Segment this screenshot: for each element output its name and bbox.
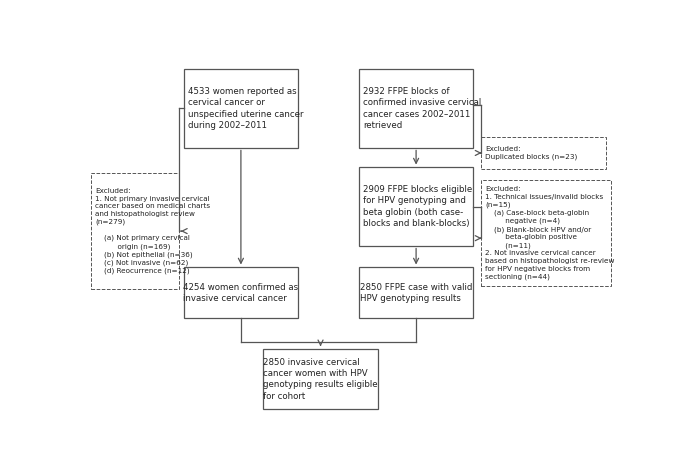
FancyBboxPatch shape xyxy=(359,268,473,318)
Text: 2909 FFPE blocks eligible
for HPV genotyping and
beta globin (both case-
blocks : 2909 FFPE blocks eligible for HPV genoty… xyxy=(363,185,473,228)
Text: 4533 women reported as
cervical cancer or
unspecified uterine cancer
during 2002: 4533 women reported as cervical cancer o… xyxy=(188,87,303,130)
Text: 4254 women confirmed as
invasive cervical cancer: 4254 women confirmed as invasive cervica… xyxy=(184,283,299,303)
FancyBboxPatch shape xyxy=(184,69,298,147)
FancyBboxPatch shape xyxy=(359,168,473,245)
FancyBboxPatch shape xyxy=(184,268,298,318)
FancyBboxPatch shape xyxy=(359,69,473,147)
Text: 2850 invasive cervical
cancer women with HPV
genotyping results eligible
for coh: 2850 invasive cervical cancer women with… xyxy=(263,357,378,401)
FancyBboxPatch shape xyxy=(91,173,179,289)
Text: 2850 FFPE case with valid
HPV genotyping results: 2850 FFPE case with valid HPV genotyping… xyxy=(360,283,472,303)
FancyBboxPatch shape xyxy=(481,180,611,286)
Text: Excluded:
Duplicated blocks (n=23): Excluded: Duplicated blocks (n=23) xyxy=(486,146,577,160)
Text: 2932 FFPE blocks of
confirmed invasive cervical
cancer cases 2002–2011
retrieved: 2932 FFPE blocks of confirmed invasive c… xyxy=(363,87,482,130)
FancyBboxPatch shape xyxy=(264,349,377,409)
FancyBboxPatch shape xyxy=(481,136,606,169)
Text: Excluded:
1. Technical issues/invalid blocks
(n=15)
    (a) Case-block beta-glob: Excluded: 1. Technical issues/invalid bl… xyxy=(486,186,614,280)
Text: Excluded:
1. Not primary invasive cervical
cancer based on medical charts
and hi: Excluded: 1. Not primary invasive cervic… xyxy=(95,188,210,274)
